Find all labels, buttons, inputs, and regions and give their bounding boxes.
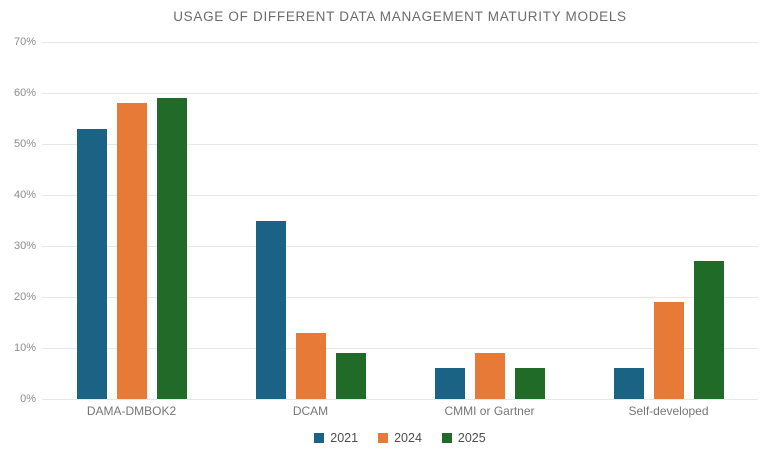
- bar-group: [400, 42, 579, 399]
- bar: [434, 368, 465, 399]
- gridline: [42, 93, 758, 94]
- legend-label: 2021: [330, 431, 359, 445]
- plot-area: [42, 42, 758, 400]
- gridline: [42, 297, 758, 298]
- bar: [255, 220, 286, 399]
- legend-item: 2021: [314, 431, 358, 445]
- bar: [156, 98, 187, 399]
- bar-group: [221, 42, 400, 399]
- x-tick-label: DAMA-DMBOK2: [86, 404, 177, 418]
- y-tick-label: 60%: [13, 87, 36, 99]
- y-tick-label: 10%: [13, 342, 36, 354]
- bar: [693, 261, 724, 399]
- y-tick-label: 50%: [13, 138, 36, 150]
- bar-group: [42, 42, 221, 399]
- gridline: [42, 246, 758, 247]
- legend-swatch: [378, 433, 389, 443]
- bar: [295, 332, 326, 399]
- y-tick-label: 30%: [13, 240, 36, 252]
- bar: [514, 368, 545, 399]
- gridline: [42, 144, 758, 145]
- legend-swatch: [441, 433, 452, 443]
- y-tick-label: 20%: [13, 291, 36, 303]
- bar-groups: [42, 42, 758, 399]
- gridline: [42, 42, 758, 43]
- chart-title: USAGE OF DIFFERENT DATA MANAGEMENT MATUR…: [173, 9, 627, 24]
- y-tick-label: 0%: [20, 393, 36, 405]
- gridline: [42, 195, 758, 196]
- bar: [474, 353, 505, 399]
- y-tick-label: 40%: [13, 189, 36, 201]
- x-tick-label: Self-developed: [628, 404, 709, 418]
- y-tick-label: 70%: [13, 36, 36, 48]
- x-tick-label: DCAM: [292, 404, 329, 418]
- bar: [653, 302, 684, 399]
- legend: 2021 2024 2025: [42, 431, 758, 445]
- bar: [613, 368, 644, 399]
- bar-group: [579, 42, 758, 399]
- gridline: [42, 348, 758, 349]
- legend-label: 2025: [457, 431, 486, 445]
- bar: [116, 103, 147, 399]
- legend-item: 2024: [378, 431, 422, 445]
- legend-label: 2024: [394, 431, 422, 445]
- x-tick-label: CMMI or Gartner: [444, 404, 535, 418]
- legend-swatch: [314, 433, 325, 443]
- legend-item: 2025: [441, 431, 486, 445]
- x-axis: DAMA-DMBOK2 DCAM CMMI or Gartner Self-devel…: [42, 404, 758, 418]
- gridline: [42, 399, 758, 400]
- bar: [76, 128, 107, 399]
- bar: [335, 353, 366, 399]
